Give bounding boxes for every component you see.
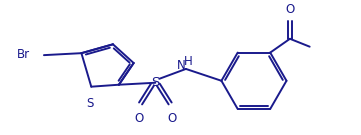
Text: H: H bbox=[183, 55, 192, 68]
Text: S: S bbox=[87, 97, 94, 109]
Text: N: N bbox=[177, 60, 185, 72]
Text: O: O bbox=[168, 112, 177, 125]
Text: S: S bbox=[151, 76, 160, 89]
Text: O: O bbox=[285, 3, 295, 16]
Text: O: O bbox=[134, 112, 143, 125]
Text: Br: Br bbox=[17, 48, 30, 61]
